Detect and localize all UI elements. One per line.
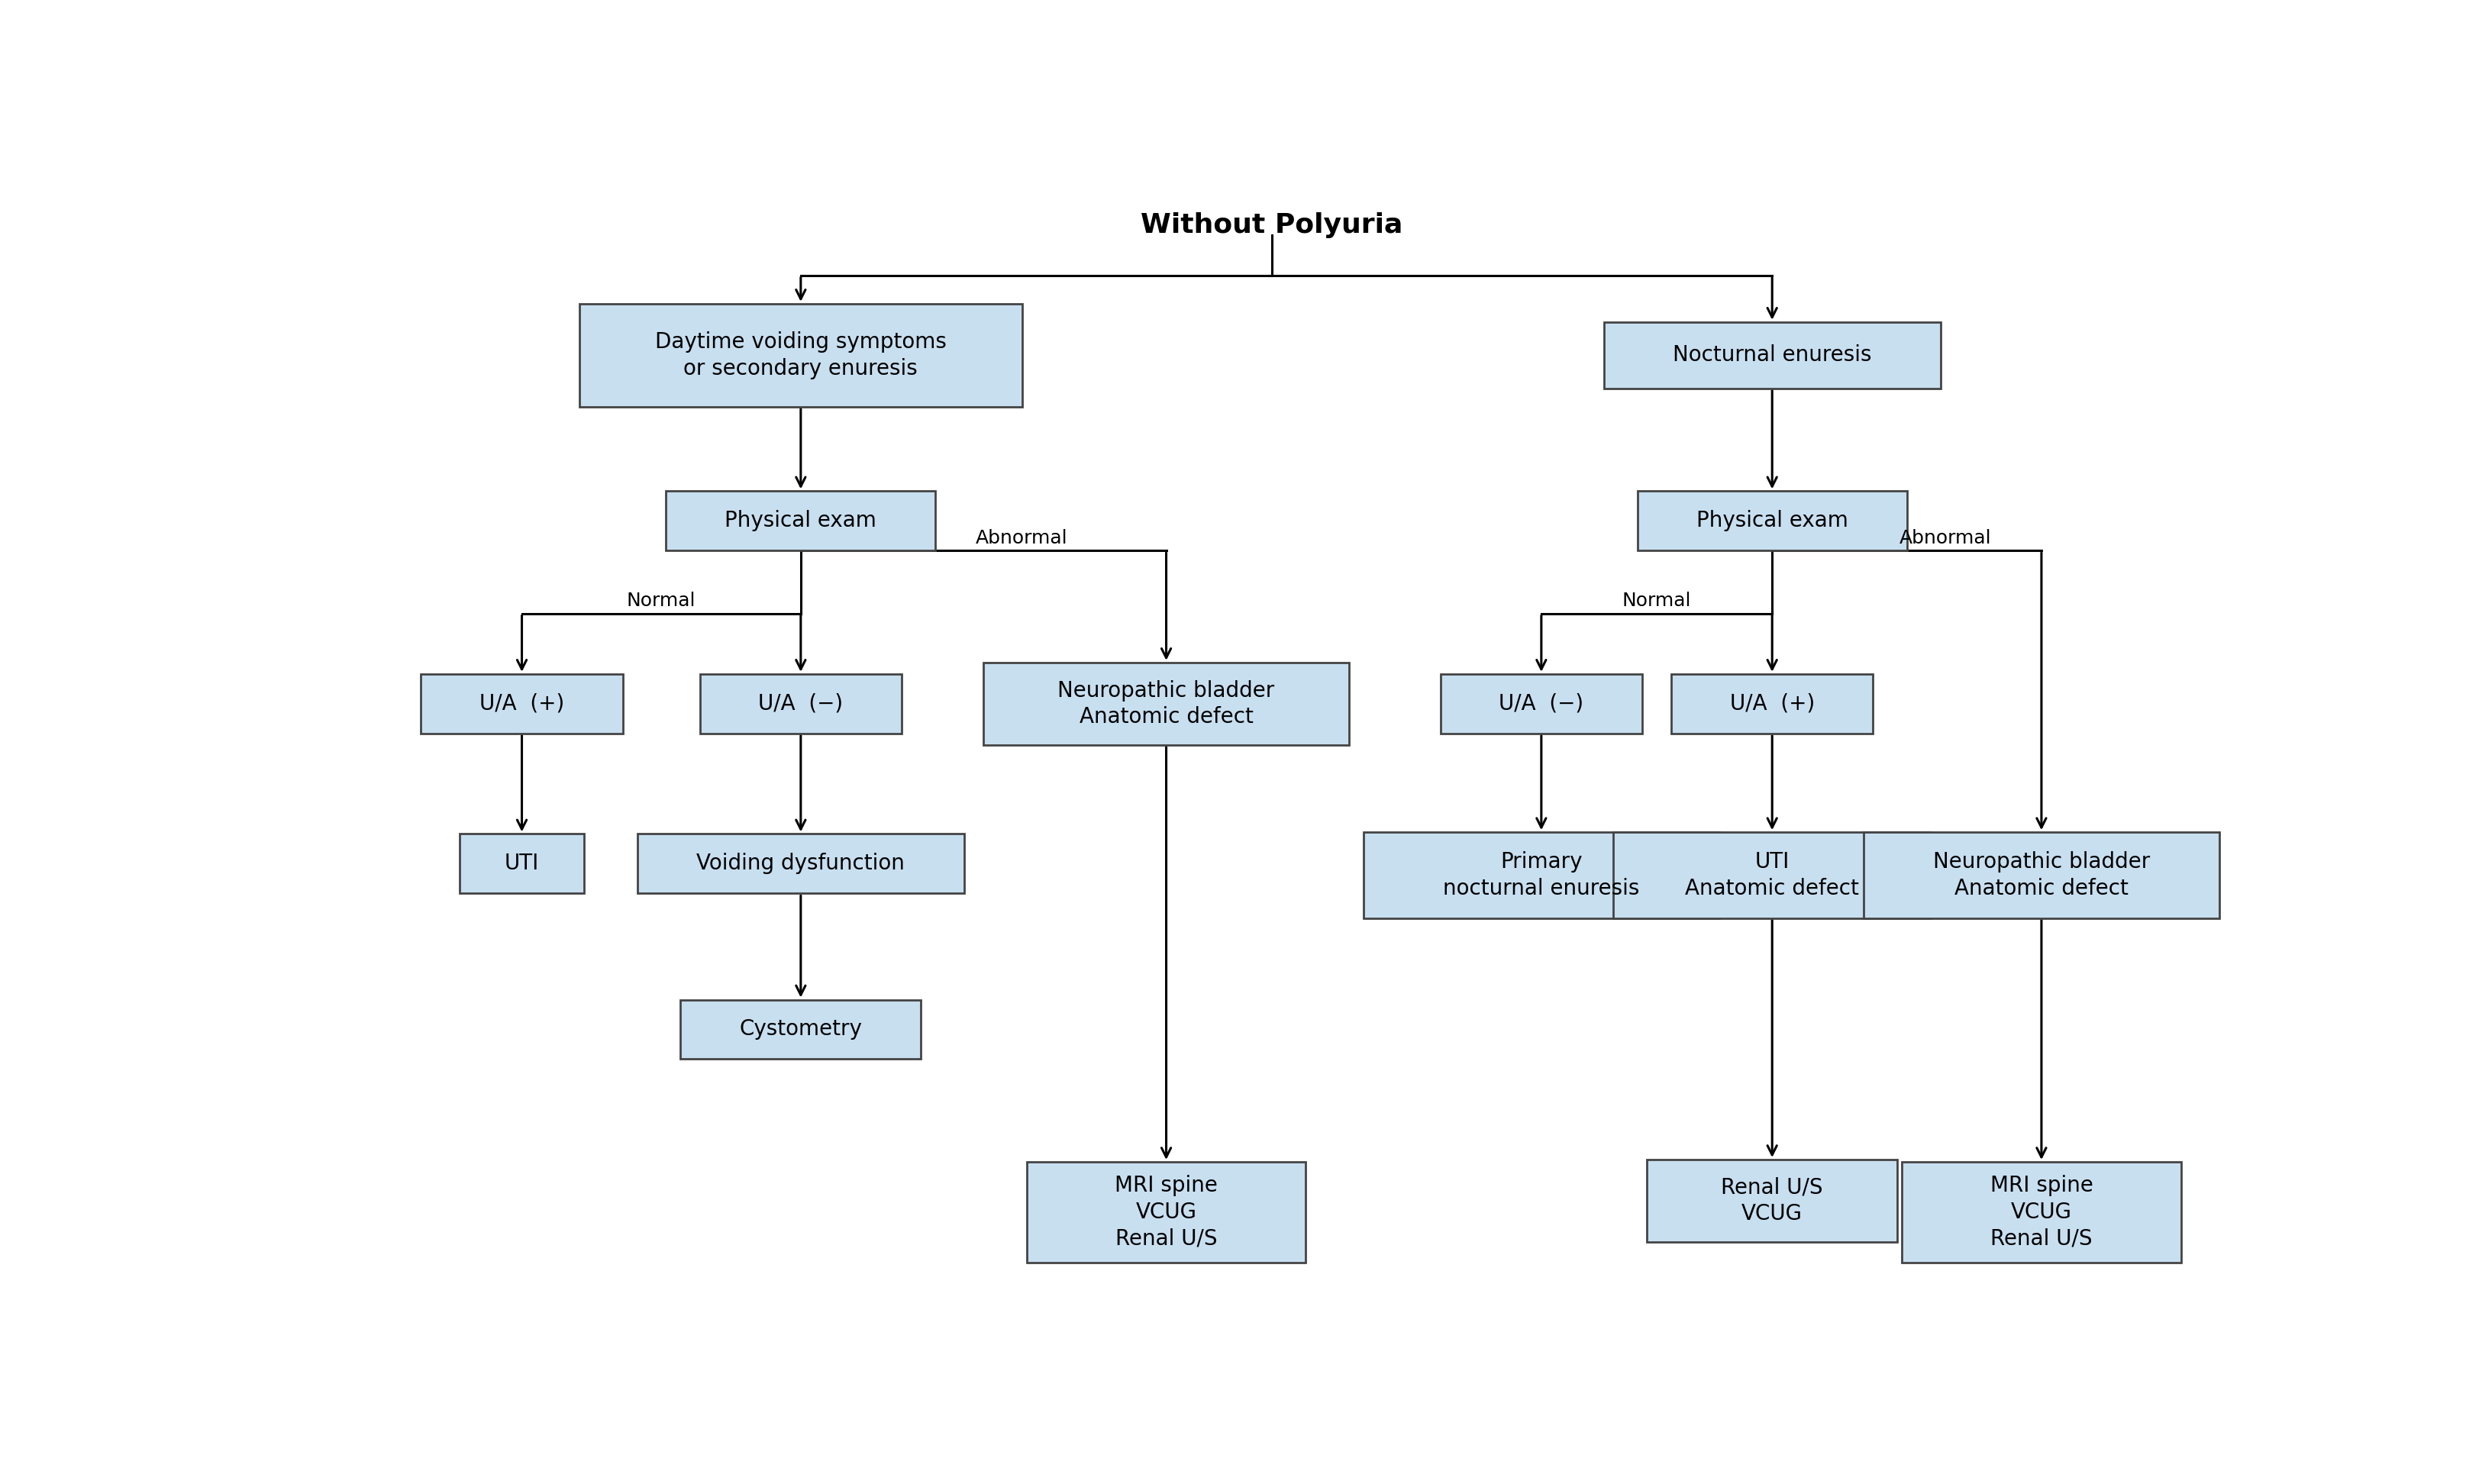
Text: U/A  (−): U/A (−) <box>759 693 844 714</box>
Text: Physical exam: Physical exam <box>1695 510 1849 531</box>
Text: Renal U/S
VCUG: Renal U/S VCUG <box>1720 1177 1824 1224</box>
FancyBboxPatch shape <box>1670 674 1874 733</box>
Text: Neuropathic bladder
Anatomic defect: Neuropathic bladder Anatomic defect <box>1933 852 2149 899</box>
FancyBboxPatch shape <box>1648 1159 1896 1242</box>
FancyBboxPatch shape <box>1864 833 2219 919</box>
FancyBboxPatch shape <box>581 304 1023 407</box>
Text: Voiding dysfunction: Voiding dysfunction <box>697 853 906 874</box>
FancyBboxPatch shape <box>983 662 1350 745</box>
Text: Nocturnal enuresis: Nocturnal enuresis <box>1673 344 1871 367</box>
Text: U/A  (+): U/A (+) <box>479 693 563 714</box>
FancyBboxPatch shape <box>1901 1162 2182 1263</box>
Text: Normal: Normal <box>628 592 695 610</box>
Text: Normal: Normal <box>1623 592 1690 610</box>
Text: Neuropathic bladder
Anatomic defect: Neuropathic bladder Anatomic defect <box>1057 680 1276 727</box>
Text: Without Polyuria: Without Polyuria <box>1142 212 1402 239</box>
Text: UTI: UTI <box>504 853 539 874</box>
FancyBboxPatch shape <box>459 834 583 893</box>
FancyBboxPatch shape <box>638 834 963 893</box>
FancyBboxPatch shape <box>680 1000 921 1060</box>
Text: Physical exam: Physical exam <box>725 510 876 531</box>
Text: Cystometry: Cystometry <box>740 1018 861 1040</box>
FancyBboxPatch shape <box>1603 322 1941 389</box>
Text: U/A  (+): U/A (+) <box>1730 693 1814 714</box>
FancyBboxPatch shape <box>1028 1162 1306 1263</box>
Text: Abnormal: Abnormal <box>1899 528 1991 548</box>
FancyBboxPatch shape <box>1363 833 1720 919</box>
FancyBboxPatch shape <box>1613 833 1931 919</box>
Text: MRI spine
VCUG
Renal U/S: MRI spine VCUG Renal U/S <box>1991 1175 2092 1250</box>
Text: U/A  (−): U/A (−) <box>1499 693 1584 714</box>
FancyBboxPatch shape <box>665 491 936 551</box>
Text: Primary
nocturnal enuresis: Primary nocturnal enuresis <box>1442 852 1641 899</box>
Text: UTI
Anatomic defect: UTI Anatomic defect <box>1685 852 1859 899</box>
Text: Abnormal: Abnormal <box>975 528 1067 548</box>
Text: Daytime voiding symptoms
or secondary enuresis: Daytime voiding symptoms or secondary en… <box>655 331 946 378</box>
FancyBboxPatch shape <box>700 674 901 733</box>
FancyBboxPatch shape <box>1638 491 1906 551</box>
FancyBboxPatch shape <box>422 674 623 733</box>
FancyBboxPatch shape <box>1440 674 1643 733</box>
Text: MRI spine
VCUG
Renal U/S: MRI spine VCUG Renal U/S <box>1114 1175 1219 1250</box>
